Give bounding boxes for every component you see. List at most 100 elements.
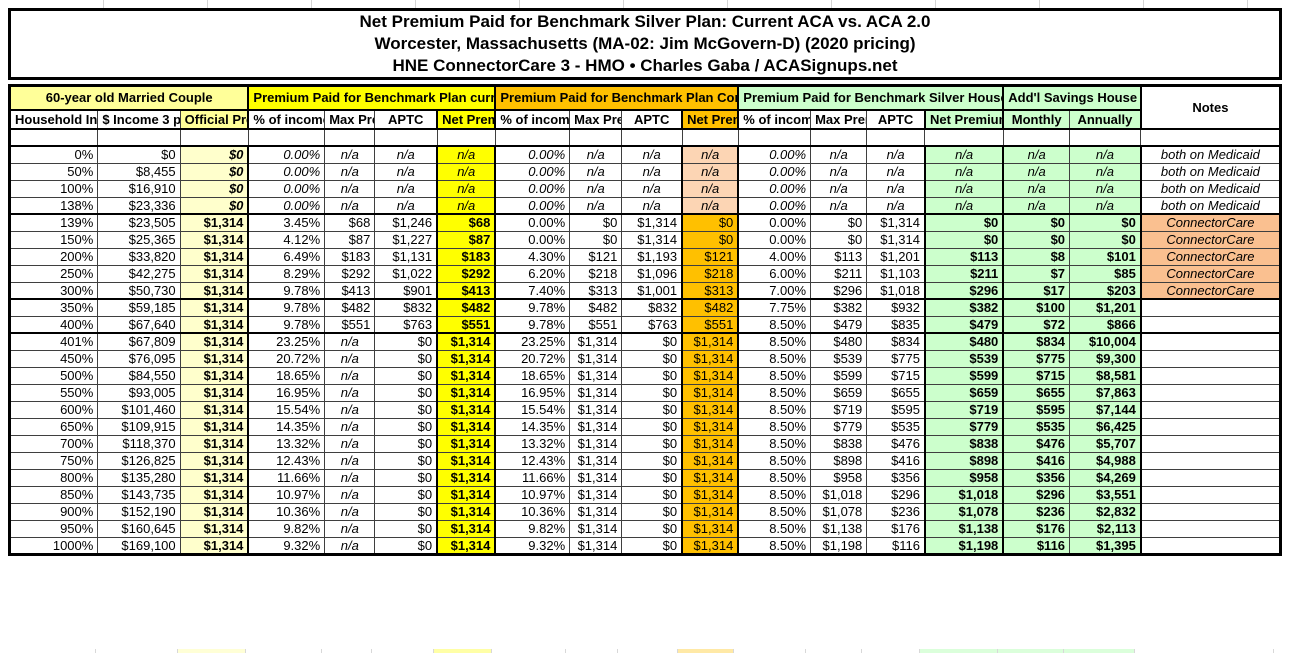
data-cell[interactable]: $7 (1002, 264, 1071, 283)
data-cell[interactable]: $1,314 (681, 383, 739, 402)
data-cell[interactable]: 8.50% (737, 468, 812, 487)
data-cell[interactable]: n/a (866, 162, 926, 181)
data-cell[interactable]: $0 (621, 349, 683, 368)
data-cell[interactable]: n/a (923, 145, 1004, 164)
data-cell[interactable]: $551 (436, 315, 496, 334)
data-cell[interactable]: 0.00% (737, 196, 812, 215)
data-cell[interactable]: 6.20% (494, 264, 571, 283)
data-cell[interactable]: $0 (621, 519, 683, 538)
data-cell[interactable]: $482 (324, 298, 376, 317)
data-cell[interactable]: $1,314 (681, 332, 739, 351)
data-cell[interactable]: 7.00% (737, 281, 812, 300)
data-cell[interactable]: $0 (681, 230, 739, 249)
data-cell[interactable]: $10,004 (1069, 332, 1142, 351)
data-cell[interactable]: $1,314 (866, 213, 926, 232)
data-cell[interactable]: $118,370 (97, 434, 181, 453)
data-cell[interactable]: $1,314 (569, 434, 623, 453)
data-cell[interactable]: $25,365 (97, 230, 181, 249)
data-cell[interactable]: n/a (324, 417, 376, 436)
data-cell[interactable]: $1,131 (374, 247, 438, 266)
data-cell[interactable]: 12.43% (247, 451, 326, 470)
data-cell[interactable]: $0 (374, 519, 438, 538)
data-cell[interactable]: n/a (324, 366, 376, 385)
data-cell[interactable]: $1,314 (681, 417, 739, 436)
data-cell[interactable]: $1,314 (179, 230, 249, 249)
data-cell[interactable]: $0 (374, 536, 438, 556)
data-cell[interactable]: n/a (324, 434, 376, 453)
notes-cell[interactable] (1139, 485, 1282, 504)
data-cell[interactable]: n/a (324, 451, 376, 470)
data-cell[interactable]: $0 (923, 213, 1004, 232)
data-cell[interactable]: $0 (621, 485, 683, 504)
data-cell[interactable]: $1,138 (810, 519, 868, 538)
data-cell[interactable]: $595 (1002, 400, 1071, 419)
data-cell[interactable]: 750% (7, 451, 99, 470)
data-cell[interactable]: 950% (7, 519, 99, 538)
data-cell[interactable]: $1,314 (179, 536, 249, 556)
data-cell[interactable]: n/a (866, 196, 926, 215)
data-cell[interactable]: $2,832 (1069, 502, 1142, 521)
data-cell[interactable]: n/a (621, 145, 683, 164)
column-header-cell[interactable]: % of income (737, 109, 812, 130)
data-cell[interactable]: n/a (1002, 179, 1071, 198)
data-cell[interactable]: $8 (1002, 247, 1071, 266)
data-cell[interactable]: 700% (7, 434, 99, 453)
data-cell[interactable]: n/a (436, 162, 496, 181)
data-cell[interactable]: 650% (7, 417, 99, 436)
data-cell[interactable]: 20.72% (494, 349, 571, 368)
data-cell[interactable]: $1,314 (179, 383, 249, 402)
data-cell[interactable]: $113 (810, 247, 868, 266)
data-cell[interactable]: n/a (923, 162, 1004, 181)
data-cell[interactable]: $0 (374, 400, 438, 419)
data-cell[interactable]: n/a (1069, 162, 1142, 181)
data-cell[interactable]: $832 (621, 298, 683, 317)
data-cell[interactable]: n/a (1002, 162, 1071, 181)
data-cell[interactable]: $67,809 (97, 332, 181, 351)
notes-cell[interactable] (1139, 502, 1282, 521)
data-cell[interactable]: n/a (810, 145, 868, 164)
data-cell[interactable]: $23,336 (97, 196, 181, 215)
data-cell[interactable]: 4.00% (737, 247, 812, 266)
data-cell[interactable]: n/a (681, 162, 739, 181)
data-cell[interactable]: $1,314 (621, 230, 683, 249)
data-cell[interactable]: $236 (1002, 502, 1071, 521)
data-cell[interactable]: $413 (436, 281, 496, 300)
notes-cell[interactable]: both on Medicaid (1139, 196, 1282, 215)
notes-cell[interactable] (1139, 417, 1282, 436)
data-cell[interactable]: $715 (1002, 366, 1071, 385)
data-cell[interactable]: $121 (681, 247, 739, 266)
data-cell[interactable]: $126,825 (97, 451, 181, 470)
data-cell[interactable]: n/a (621, 196, 683, 215)
data-cell[interactable]: $113 (923, 247, 1004, 266)
data-cell[interactable]: $898 (810, 451, 868, 470)
group-header-cell[interactable]: Premium Paid for Benchmark Plan current … (247, 84, 496, 111)
data-cell[interactable]: $121 (569, 247, 623, 266)
data-cell[interactable]: $1,314 (179, 400, 249, 419)
data-cell[interactable]: $416 (866, 451, 926, 470)
data-cell[interactable]: $779 (810, 417, 868, 436)
data-cell[interactable]: $775 (1002, 349, 1071, 368)
notes-cell[interactable] (1139, 332, 1282, 351)
data-cell[interactable]: $160,645 (97, 519, 181, 538)
data-cell[interactable]: $7,144 (1069, 400, 1142, 419)
data-cell[interactable]: n/a (324, 383, 376, 402)
group-header-cell[interactable]: Premium Paid for Benchmark Plan Connecto… (494, 84, 739, 111)
data-cell[interactable]: 0.00% (494, 162, 571, 181)
data-cell[interactable]: $0 (374, 468, 438, 487)
data-cell[interactable]: $292 (436, 264, 496, 283)
data-cell[interactable]: 20.72% (247, 349, 326, 368)
data-cell[interactable]: $1,314 (569, 383, 623, 402)
data-cell[interactable]: 9.78% (247, 281, 326, 300)
data-cell[interactable]: $866 (1069, 315, 1142, 334)
data-cell[interactable]: 550% (7, 383, 99, 402)
data-cell[interactable]: n/a (569, 162, 623, 181)
data-cell[interactable]: $100 (1002, 298, 1071, 317)
data-cell[interactable]: $413 (324, 281, 376, 300)
data-cell[interactable]: $834 (866, 332, 926, 351)
data-cell[interactable]: $1,314 (569, 400, 623, 419)
data-cell[interactable]: $1,018 (866, 281, 926, 300)
notes-cell[interactable] (1139, 468, 1282, 487)
data-cell[interactable]: $832 (374, 298, 438, 317)
data-cell[interactable]: n/a (1002, 145, 1071, 164)
notes-cell[interactable]: both on Medicaid (1139, 179, 1282, 198)
